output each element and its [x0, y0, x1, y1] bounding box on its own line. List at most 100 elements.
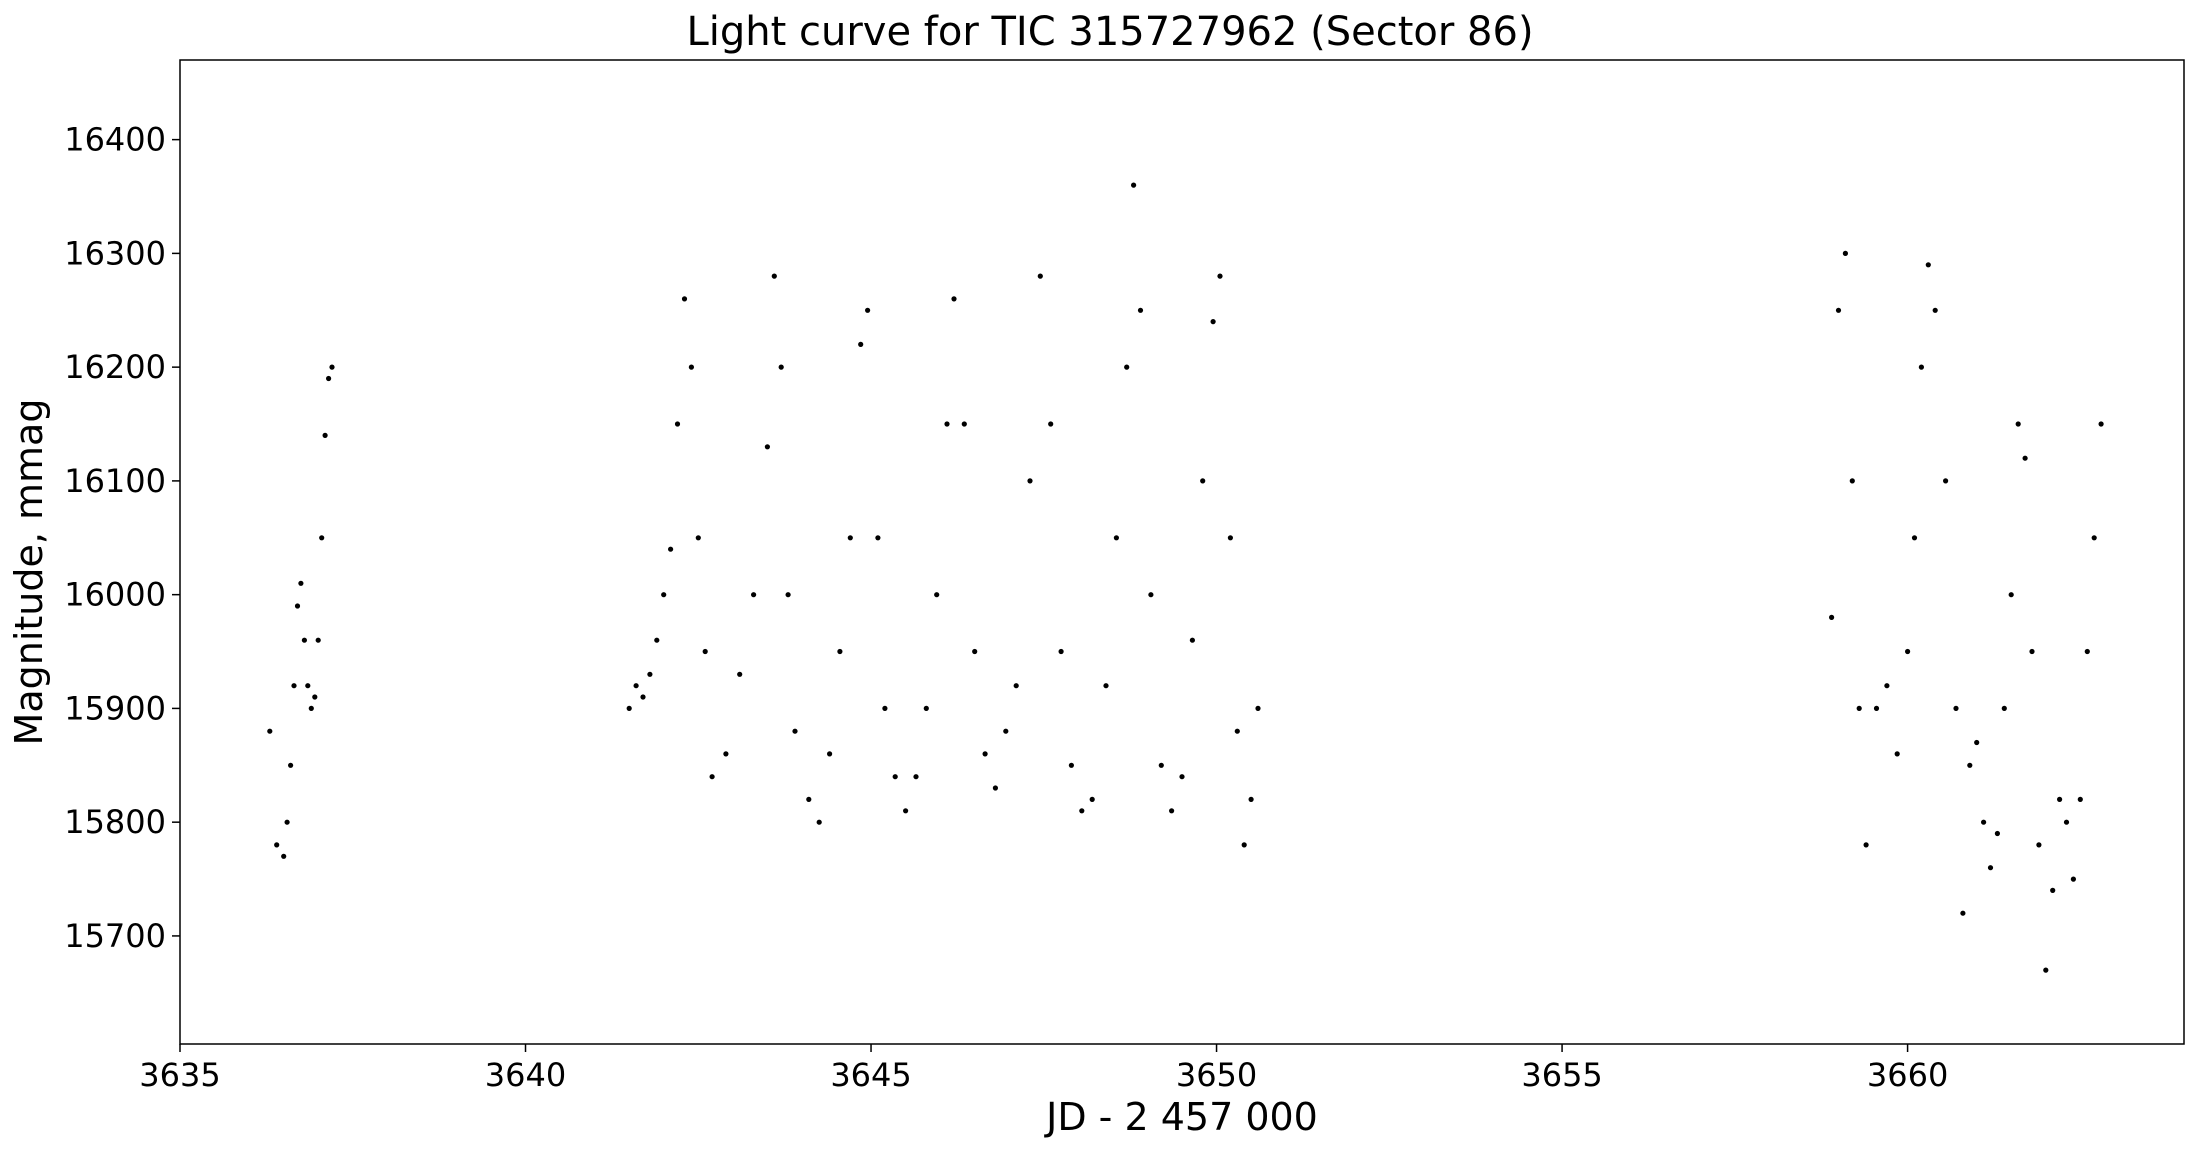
plot-frame [179, 59, 2185, 1045]
x-tick-label: 3660 [1867, 1056, 1948, 1094]
data-point [1037, 273, 1043, 279]
data-point [778, 364, 784, 370]
data-point [326, 375, 332, 382]
data-point [951, 296, 957, 302]
data-point [2001, 705, 2007, 712]
data-point [2036, 842, 2042, 848]
data-point [1124, 364, 1130, 370]
data-point [944, 421, 950, 427]
data-point [1013, 683, 1019, 689]
data-point [281, 853, 287, 859]
data-point [1210, 319, 1216, 325]
data-point [267, 728, 273, 734]
data-point [305, 683, 311, 689]
data-point [892, 774, 898, 780]
data-point [1169, 808, 1175, 814]
data-point [2043, 967, 2049, 973]
data-point [1925, 262, 1931, 268]
data-point [1960, 910, 1966, 916]
data-point [1248, 796, 1254, 803]
x-axis-ticks: 3635 3640 3645 3650 3655 3660 [139, 1044, 1948, 1094]
data-point [982, 751, 988, 757]
data-point [1829, 614, 1835, 621]
data-point [1189, 637, 1195, 643]
data-point [1856, 705, 1862, 712]
data-point [1103, 683, 1109, 689]
data-point [2008, 592, 2014, 598]
data-point [1974, 739, 1980, 746]
data-point [737, 671, 743, 677]
data-point [301, 637, 307, 643]
data-point [274, 842, 280, 848]
data-point [1179, 774, 1185, 780]
data-point [847, 535, 853, 541]
data-point [858, 341, 864, 347]
data-point [681, 296, 688, 302]
data-point [2070, 876, 2076, 882]
data-point [1953, 705, 1959, 712]
data-point [1079, 808, 1085, 814]
data-point [2091, 535, 2097, 541]
data-point [1227, 535, 1233, 541]
data-point [1884, 683, 1890, 689]
x-axis-label: JD - 2 457 000 [1044, 1095, 1318, 1139]
data-point [1911, 535, 1918, 541]
y-tick-label: 16300 [64, 234, 166, 272]
data-point [1234, 728, 1240, 734]
data-point [695, 535, 701, 541]
data-point [1048, 421, 1054, 427]
data-point [972, 648, 978, 655]
data-point [923, 705, 929, 712]
data-point [865, 307, 871, 313]
y-tick-label: 16000 [64, 576, 166, 614]
data-point [688, 364, 695, 370]
x-tick-label: 3650 [1176, 1056, 1257, 1094]
data-point [792, 728, 798, 734]
data-point [1894, 751, 1900, 757]
data-point [312, 694, 318, 700]
x-tick-label: 3645 [830, 1056, 911, 1094]
data-point [640, 694, 646, 700]
data-point [2063, 819, 2070, 825]
data-point [288, 762, 294, 768]
data-point [315, 637, 321, 643]
data-point [654, 637, 660, 643]
data-point [1200, 478, 1206, 484]
data-point [903, 808, 909, 814]
data-point [661, 592, 667, 598]
y-tick-label: 16200 [64, 348, 166, 386]
data-point [329, 364, 335, 370]
data-point [1089, 796, 1095, 803]
data-point [723, 751, 729, 757]
data-point [771, 273, 777, 279]
data-point [1241, 842, 1247, 848]
data-point [785, 592, 791, 598]
y-tick-label: 15800 [64, 803, 166, 841]
x-tick-label: 3640 [485, 1056, 566, 1094]
data-point [827, 751, 833, 757]
data-point [764, 444, 771, 450]
y-tick-label: 15900 [64, 689, 166, 727]
data-point [1842, 250, 1848, 256]
data-point [1905, 648, 1911, 655]
data-point [1994, 830, 2000, 837]
data-point [674, 421, 681, 427]
data-point [837, 648, 843, 655]
data-point [2050, 887, 2056, 894]
data-point [633, 683, 639, 689]
data-point [2015, 421, 2021, 427]
data-point [1967, 762, 1973, 768]
data-point [2057, 796, 2063, 803]
data-point [2077, 796, 2083, 803]
data-point [992, 785, 999, 791]
data-point [1981, 819, 1987, 825]
y-tick-label: 16100 [64, 462, 166, 500]
data-points [267, 182, 2104, 973]
data-point [1943, 478, 1949, 484]
data-point [1932, 307, 1938, 313]
y-axis-ticks: 15700 15800 15900 16000 16100 16200 16300 16400 [64, 121, 180, 955]
data-point [322, 432, 328, 438]
data-point [702, 648, 708, 655]
